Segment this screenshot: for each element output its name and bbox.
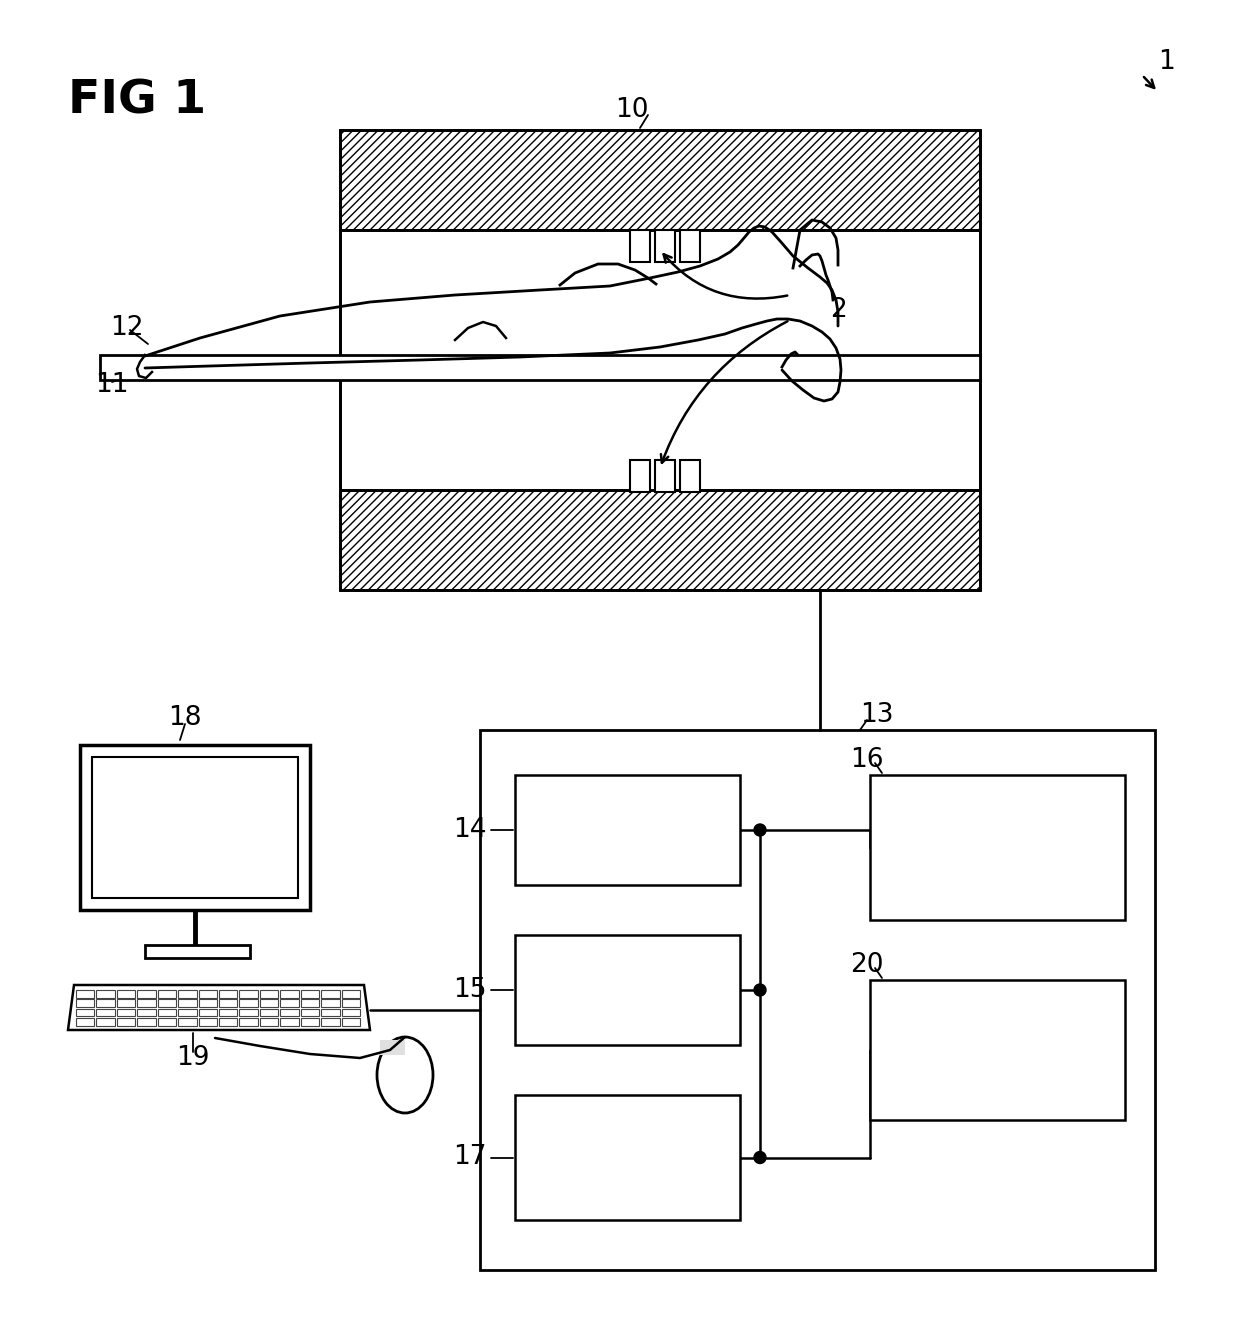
Bar bbox=[97, 1009, 115, 1017]
Bar bbox=[301, 1018, 319, 1026]
Bar bbox=[321, 999, 340, 1007]
Text: 11: 11 bbox=[95, 372, 129, 398]
Bar bbox=[76, 999, 94, 1007]
Bar bbox=[340, 129, 980, 229]
Bar bbox=[239, 1018, 258, 1026]
Bar bbox=[480, 730, 1154, 1270]
Bar bbox=[117, 1009, 135, 1017]
Text: 14: 14 bbox=[454, 816, 487, 843]
Bar bbox=[179, 990, 197, 998]
Bar bbox=[655, 229, 675, 261]
Bar bbox=[198, 990, 217, 998]
Bar bbox=[260, 1018, 278, 1026]
Bar bbox=[260, 999, 278, 1007]
Bar bbox=[341, 1018, 360, 1026]
Circle shape bbox=[754, 984, 766, 996]
Bar bbox=[179, 999, 197, 1007]
Bar bbox=[117, 1018, 135, 1026]
Bar bbox=[239, 990, 258, 998]
Bar bbox=[239, 1009, 258, 1017]
Bar bbox=[260, 990, 278, 998]
Bar bbox=[138, 990, 156, 998]
Bar bbox=[138, 1018, 156, 1026]
Bar bbox=[179, 1018, 197, 1026]
Bar bbox=[198, 1018, 217, 1026]
Bar bbox=[138, 999, 156, 1007]
Bar bbox=[97, 999, 115, 1007]
Bar bbox=[239, 999, 258, 1007]
Bar bbox=[630, 460, 650, 492]
Bar bbox=[655, 460, 675, 492]
Bar bbox=[280, 990, 299, 998]
Bar bbox=[280, 1009, 299, 1017]
Text: FIG 1: FIG 1 bbox=[68, 77, 206, 123]
Bar bbox=[81, 744, 310, 910]
Bar bbox=[870, 980, 1125, 1121]
Bar bbox=[219, 1009, 237, 1017]
Text: 10: 10 bbox=[615, 97, 649, 123]
Bar bbox=[870, 775, 1125, 920]
Bar bbox=[301, 990, 319, 998]
Bar bbox=[301, 999, 319, 1007]
Bar bbox=[341, 990, 360, 998]
Text: 17: 17 bbox=[454, 1145, 487, 1170]
Bar bbox=[157, 1018, 176, 1026]
Bar bbox=[117, 999, 135, 1007]
Bar bbox=[219, 990, 237, 998]
Ellipse shape bbox=[377, 1037, 433, 1113]
Text: 18: 18 bbox=[169, 704, 202, 731]
Bar bbox=[630, 229, 650, 261]
Text: 1: 1 bbox=[1158, 49, 1174, 75]
Bar bbox=[321, 990, 340, 998]
Bar bbox=[260, 1009, 278, 1017]
Bar bbox=[219, 1018, 237, 1026]
Bar bbox=[97, 1018, 115, 1026]
Bar bbox=[515, 775, 740, 884]
Bar bbox=[301, 1009, 319, 1017]
Bar bbox=[157, 1009, 176, 1017]
Bar bbox=[198, 1009, 217, 1017]
Bar bbox=[680, 229, 701, 261]
Polygon shape bbox=[68, 984, 370, 1030]
Bar bbox=[680, 460, 701, 492]
Bar bbox=[76, 990, 94, 998]
Bar bbox=[100, 355, 980, 380]
Bar bbox=[97, 990, 115, 998]
Bar bbox=[219, 999, 237, 1007]
Bar bbox=[515, 1095, 740, 1221]
Circle shape bbox=[754, 824, 766, 836]
Text: 15: 15 bbox=[454, 976, 487, 1003]
Bar bbox=[157, 990, 176, 998]
Bar bbox=[198, 999, 217, 1007]
Bar bbox=[76, 1009, 94, 1017]
Bar bbox=[280, 1018, 299, 1026]
Bar bbox=[280, 999, 299, 1007]
Bar bbox=[138, 1009, 156, 1017]
Bar bbox=[515, 935, 740, 1045]
Bar bbox=[157, 999, 176, 1007]
Bar bbox=[341, 999, 360, 1007]
Bar bbox=[341, 1009, 360, 1017]
Bar bbox=[321, 1018, 340, 1026]
Text: 2: 2 bbox=[830, 297, 847, 323]
Text: 19: 19 bbox=[176, 1045, 210, 1071]
Bar bbox=[340, 490, 980, 590]
Bar bbox=[76, 1018, 94, 1026]
Bar bbox=[179, 1009, 197, 1017]
Bar bbox=[321, 1009, 340, 1017]
Bar bbox=[340, 229, 980, 490]
Text: 13: 13 bbox=[861, 702, 894, 728]
Bar bbox=[117, 990, 135, 998]
Circle shape bbox=[754, 1151, 766, 1163]
Text: 12: 12 bbox=[110, 315, 144, 342]
Bar bbox=[92, 756, 298, 898]
Bar bbox=[145, 944, 250, 958]
Bar bbox=[379, 1041, 405, 1055]
Text: 20: 20 bbox=[849, 952, 883, 978]
Text: 16: 16 bbox=[849, 747, 883, 772]
